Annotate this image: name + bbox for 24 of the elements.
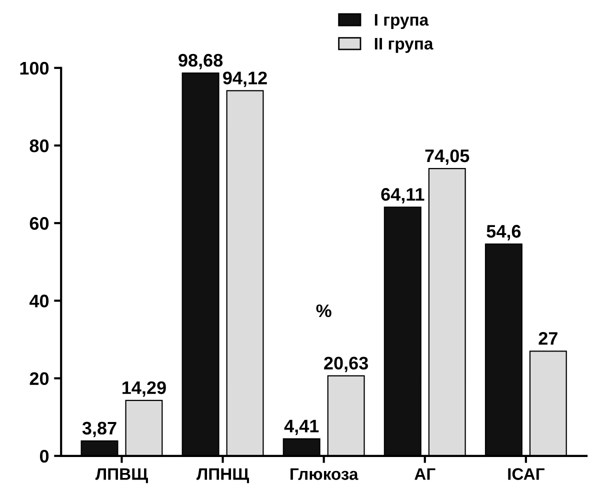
data-label: 54,6	[486, 224, 521, 240]
legend-label: II група	[374, 38, 434, 53]
data-label: 4,41	[284, 420, 319, 436]
data-label: 64,11	[381, 188, 424, 204]
y-tick-label: 100	[20, 62, 49, 75]
y-tick-label: 40	[29, 294, 49, 308]
data-label: 74,05	[425, 149, 470, 165]
y-tick-label: 0	[40, 450, 49, 463]
y-tick-label: 80	[30, 139, 49, 152]
x-tick-label: АГ	[414, 468, 436, 480]
x-tick-label: ЛПНЩ	[196, 468, 250, 484]
y-tick-label: 20	[30, 372, 49, 386]
annotation: %	[316, 304, 332, 318]
y-tick-label: 60	[30, 217, 49, 230]
data-label: 94,12	[223, 72, 267, 87]
x-tick-label: ІСАГ	[508, 468, 544, 480]
data-label: 20,63	[324, 356, 368, 372]
data-label: 14,29	[122, 381, 166, 397]
data-label: 27	[538, 332, 558, 345]
legend-label: I група	[374, 14, 429, 30]
data-label: 98,68	[178, 54, 223, 70]
data-label: 3,87	[82, 422, 116, 438]
x-tick-label: ЛПВЩ	[95, 468, 148, 484]
x-tick-label: Глюкоза	[290, 468, 358, 480]
